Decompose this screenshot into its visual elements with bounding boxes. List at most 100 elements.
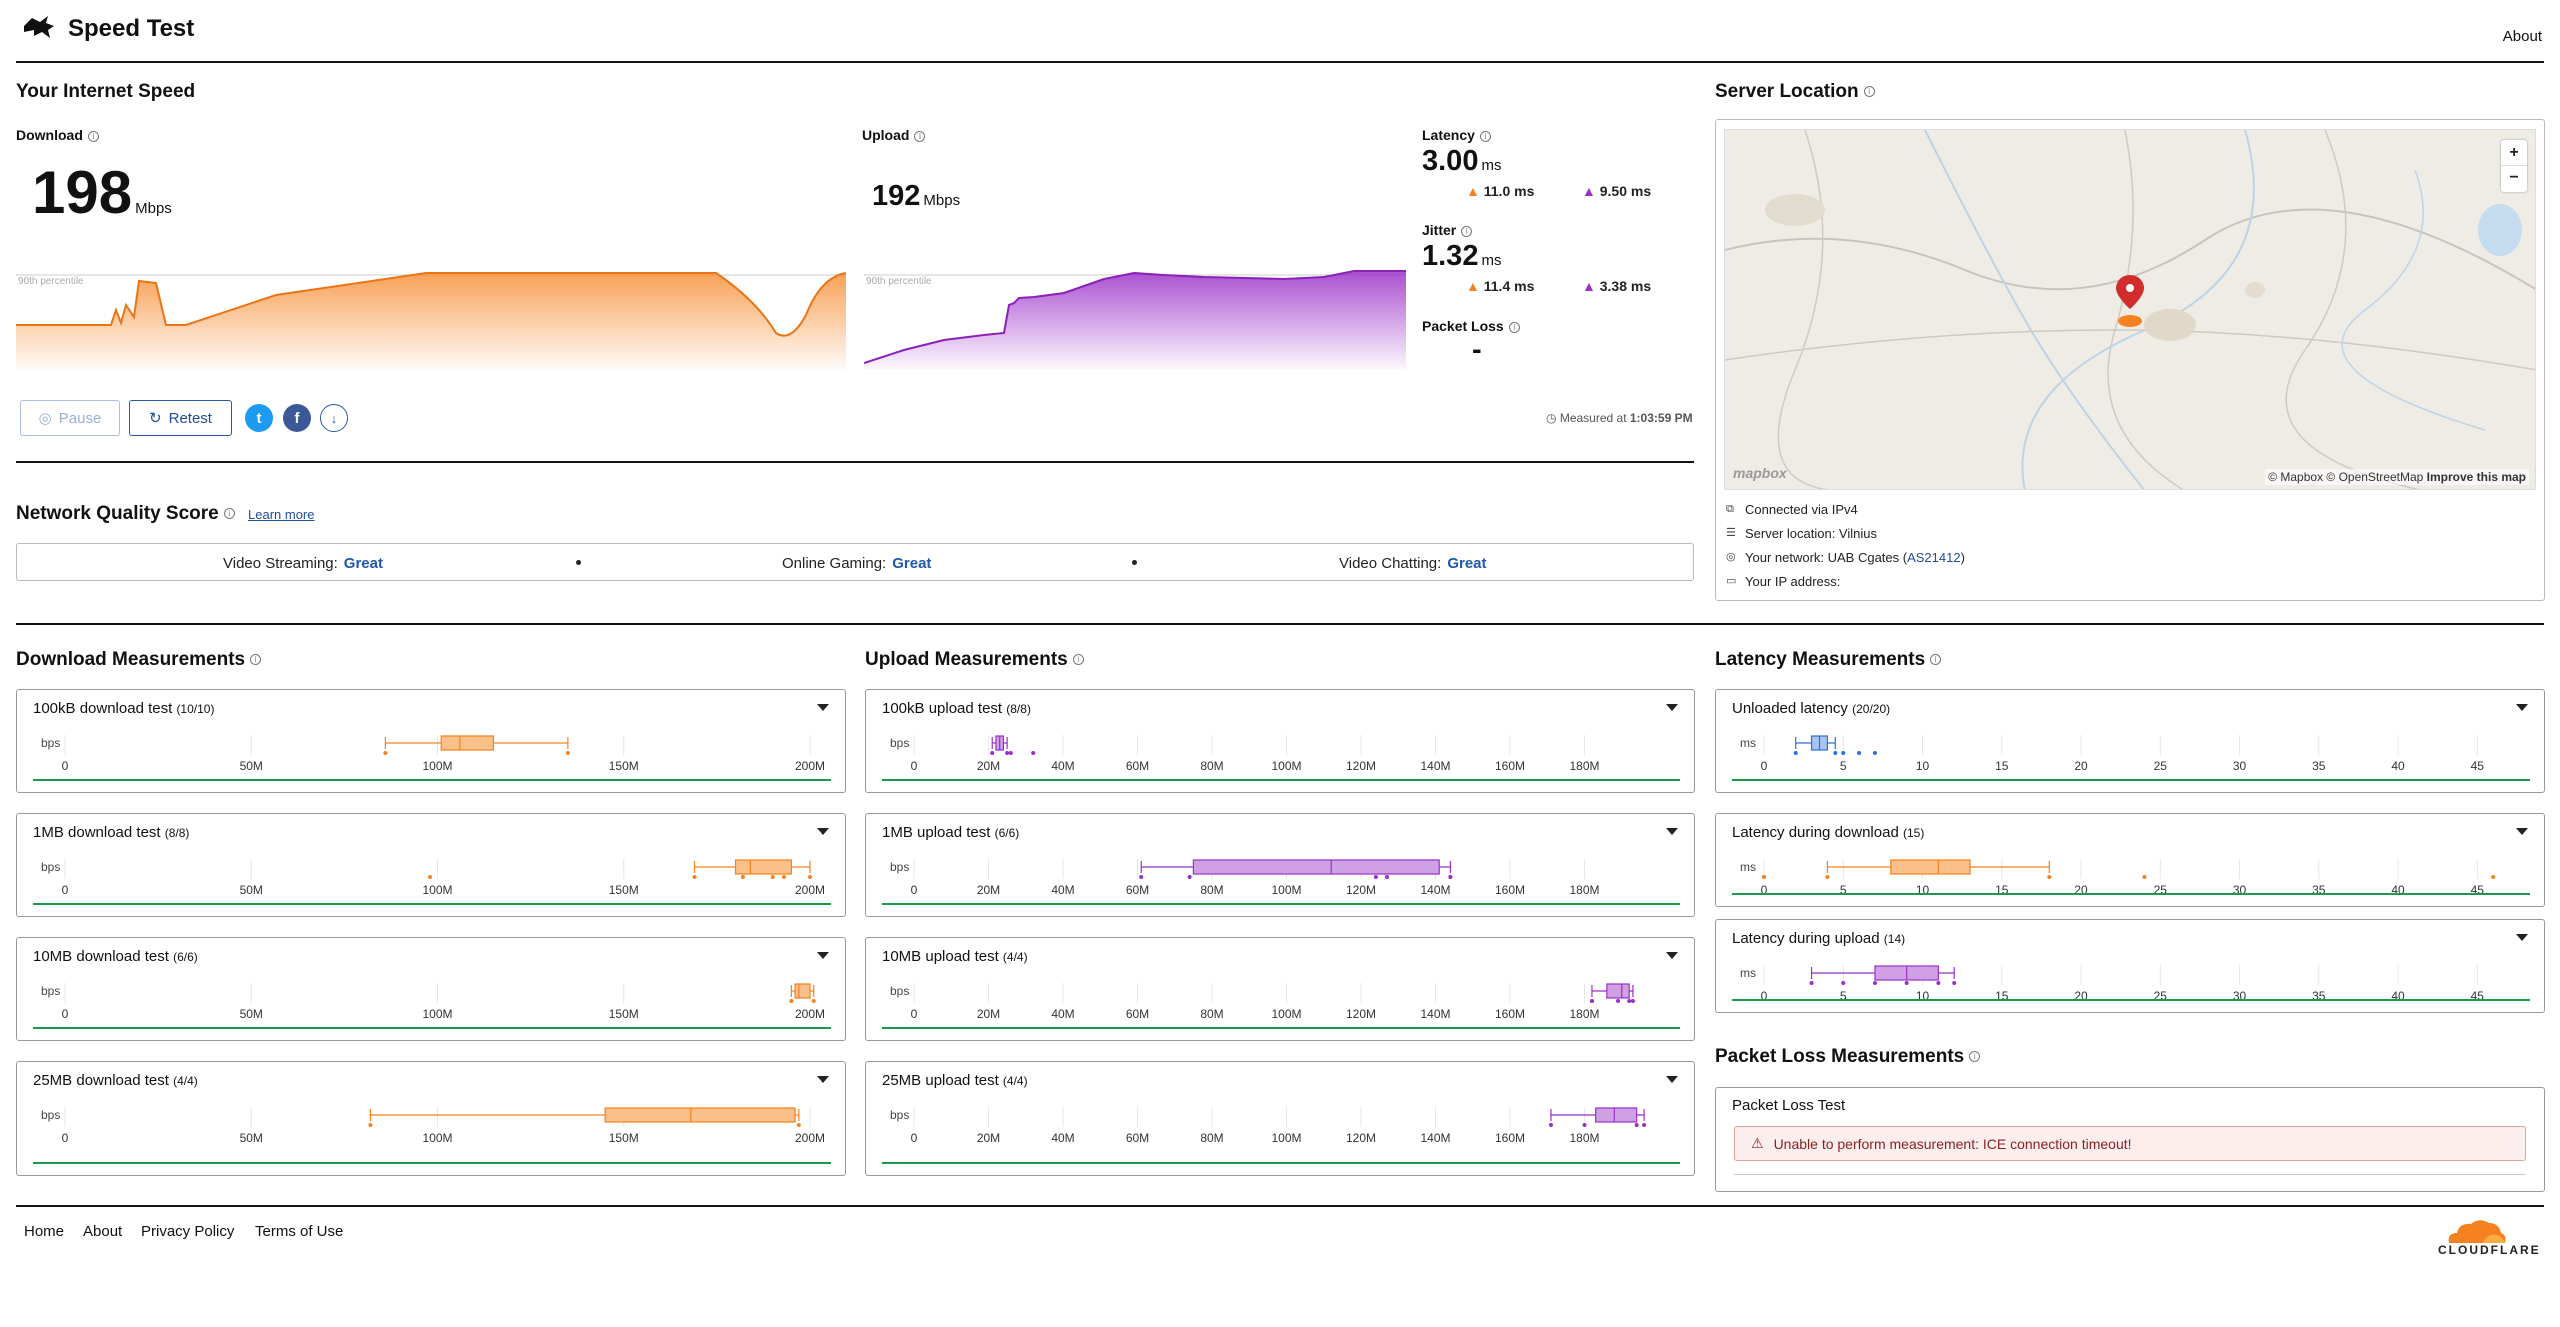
speed-section-title: Your Internet Speed xyxy=(16,81,196,102)
tick-label: 0 xyxy=(62,1131,69,1145)
latency-measurements-title: Latency Measurements i xyxy=(1715,649,1942,671)
info-icon[interactable]: i xyxy=(1479,130,1491,142)
tick-label: 60M xyxy=(1126,883,1149,897)
tick-label: 20M xyxy=(977,883,1000,897)
chevron-down-icon[interactable] xyxy=(1666,704,1678,711)
footer-terms-link[interactable]: Terms of Use xyxy=(255,1223,344,1240)
tick-label: 150M xyxy=(609,883,639,897)
footer-about-link[interactable]: About xyxy=(83,1223,123,1240)
info-icon[interactable]: i xyxy=(1508,321,1520,333)
tick-label: 120M xyxy=(1346,1131,1376,1145)
ip-address: Your IP address: xyxy=(1745,574,1841,589)
zoom-in-button[interactable]: + xyxy=(2501,140,2527,166)
tick-label: 60M xyxy=(1126,1131,1149,1145)
separator-dot xyxy=(576,560,581,565)
chevron-down-icon[interactable] xyxy=(2516,934,2528,941)
axis-unit: bps xyxy=(41,736,60,750)
box xyxy=(604,1107,796,1123)
chevron-down-icon[interactable] xyxy=(1666,952,1678,959)
footer-privacy-link[interactable]: Privacy Policy xyxy=(141,1223,235,1240)
outlier-point xyxy=(1634,1123,1639,1127)
chevron-down-icon[interactable] xyxy=(2516,704,2528,711)
info-icon[interactable]: i xyxy=(250,654,262,666)
point xyxy=(1139,875,1144,879)
tick-label: 0 xyxy=(911,759,918,773)
info-icon[interactable]: i xyxy=(1969,1051,1981,1063)
info-icon[interactable]: i xyxy=(1461,225,1473,237)
chevron-down-icon[interactable] xyxy=(817,704,829,711)
outlier-point xyxy=(1762,875,1766,879)
server-section-title: Server Location i xyxy=(1715,81,1875,103)
info-icon[interactable]: i xyxy=(1072,654,1084,666)
upload-arrow-icon: ▲ xyxy=(1582,183,1596,199)
info-icon[interactable]: i xyxy=(87,130,99,142)
retest-button[interactable]: ↻ Retest xyxy=(129,400,232,436)
measurement-card: 10MB upload test (4/4) bps 0 20M 40M 60M 80M 10… xyxy=(865,937,1695,1041)
tick-label: 140M xyxy=(1420,883,1450,897)
app-title: Speed Test xyxy=(68,15,195,42)
outlier-point xyxy=(1008,751,1013,755)
jitter-upload: ▲ 3.38 ms xyxy=(1582,278,1652,294)
tick-label: 120M xyxy=(1346,759,1376,773)
tick-label: 0 xyxy=(911,883,918,897)
connection-type: Connected via IPv4 xyxy=(1745,502,1858,517)
tick-label: 0 xyxy=(1761,759,1768,773)
measurement-title: Latency during download (15) xyxy=(1732,824,1925,841)
speed-divider xyxy=(16,461,1694,463)
map[interactable]: + − mapbox © Mapbox © OpenStreetMap Impr… xyxy=(1724,129,2536,490)
your-network: Your network: UAB Cgates (AS21412) xyxy=(1745,550,1965,565)
server-icon: ☰ xyxy=(1726,527,1736,539)
info-icon[interactable]: i xyxy=(1863,86,1875,98)
chevron-down-icon[interactable] xyxy=(817,828,829,835)
location-icon: ◎ xyxy=(1726,551,1736,563)
tick-label: 180M xyxy=(1569,883,1599,897)
box xyxy=(794,983,811,999)
nq-title: Network Quality Score i Learn more xyxy=(16,503,315,524)
axis-unit: ms xyxy=(1740,860,1756,874)
info-icon[interactable]: i xyxy=(1930,654,1942,666)
pause-button[interactable]: ◎ Pause xyxy=(20,400,120,436)
chevron-down-icon[interactable] xyxy=(817,952,829,959)
jitter-download: ▲ 11.4 ms xyxy=(1466,278,1535,294)
about-link[interactable]: About xyxy=(2502,28,2542,45)
learn-more-link[interactable]: Learn more xyxy=(248,507,315,522)
asn-link[interactable]: AS21412 xyxy=(1907,550,1961,565)
point xyxy=(811,999,816,1003)
download-arrow-icon: ▲ xyxy=(1466,183,1480,199)
improve-map-link[interactable]: Improve this map xyxy=(2426,470,2526,484)
chevron-down-icon[interactable] xyxy=(1666,1076,1678,1083)
chevron-down-icon[interactable] xyxy=(2516,828,2528,835)
chevron-down-icon[interactable] xyxy=(817,1076,829,1083)
info-icon[interactable]: i xyxy=(223,508,235,520)
outlier-point xyxy=(1857,751,1862,755)
nq-gaming: Online Gaming: Great xyxy=(782,555,932,572)
zoom-out-button[interactable]: − xyxy=(2509,169,2519,186)
tick-label: 120M xyxy=(1346,1007,1376,1021)
point xyxy=(789,999,794,1003)
measurement-card: 100kB download test (10/10) bps 0 50M 100M 15… xyxy=(16,689,846,793)
tick-label: 10 xyxy=(1916,759,1930,773)
chevron-down-icon[interactable] xyxy=(1666,828,1678,835)
measurement-title: 1MB upload test (6/6) xyxy=(882,824,1020,841)
measured-at: ◷ Measured at 1:03:59 PM xyxy=(1546,411,1693,425)
download-results-icon[interactable]: ↓ xyxy=(320,404,348,432)
server-card xyxy=(1715,119,2545,601)
tick-label: 40M xyxy=(1051,1131,1074,1145)
twitter-icon[interactable]: t xyxy=(245,404,273,432)
facebook-icon[interactable]: f xyxy=(283,404,311,432)
tick-label: 20 xyxy=(2074,759,2088,773)
tick-label: 40M xyxy=(1051,759,1074,773)
axis-unit: bps xyxy=(41,1108,60,1122)
upload-graph xyxy=(864,270,1406,370)
packet-measurements-title: Packet Loss Measurements i xyxy=(1715,1046,1981,1068)
measurement-card: 25MB download test (4/4) bps 0 50M 100M 150M 2… xyxy=(16,1061,846,1176)
info-icon[interactable]: i xyxy=(914,130,926,142)
axis-unit: ms xyxy=(1740,736,1756,750)
outlier-point xyxy=(1904,981,1909,985)
tick-label: 150M xyxy=(609,759,639,773)
footer-home-link[interactable]: Home xyxy=(24,1223,65,1240)
footer-divider xyxy=(16,1205,2544,1207)
point xyxy=(1642,1123,1647,1127)
